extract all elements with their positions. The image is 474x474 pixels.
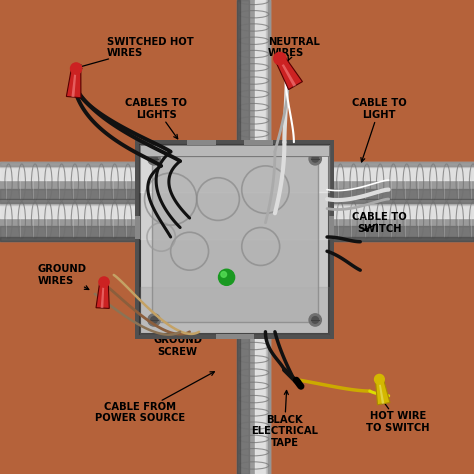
Circle shape	[221, 272, 227, 277]
Text: GROUND
WIRES: GROUND WIRES	[38, 264, 89, 290]
Text: SWITCHED HOT
WIRES: SWITCHED HOT WIRES	[77, 36, 193, 68]
Text: CABLE FROM
POWER SOURCE: CABLE FROM POWER SOURCE	[95, 372, 214, 423]
Circle shape	[312, 155, 319, 162]
Circle shape	[148, 153, 160, 165]
FancyBboxPatch shape	[140, 145, 329, 156]
Text: GROUND
SCREW: GROUND SCREW	[153, 295, 209, 357]
Polygon shape	[66, 68, 81, 98]
Text: CABLE TO
SWITCH: CABLE TO SWITCH	[352, 212, 407, 234]
Circle shape	[219, 269, 235, 285]
FancyBboxPatch shape	[140, 145, 329, 334]
Circle shape	[151, 317, 157, 323]
FancyBboxPatch shape	[135, 216, 140, 239]
Circle shape	[99, 277, 109, 287]
Circle shape	[309, 153, 321, 165]
Circle shape	[312, 317, 319, 323]
Circle shape	[71, 63, 82, 74]
Text: CABLES TO
LIGHTS: CABLES TO LIGHTS	[126, 98, 187, 139]
FancyBboxPatch shape	[187, 140, 216, 145]
Polygon shape	[72, 68, 77, 97]
FancyBboxPatch shape	[329, 216, 334, 239]
Text: NEUTRAL
WIRES: NEUTRAL WIRES	[268, 36, 319, 61]
Polygon shape	[275, 56, 302, 90]
Polygon shape	[100, 282, 104, 308]
Polygon shape	[375, 379, 390, 405]
Polygon shape	[378, 379, 384, 404]
Text: BLACK
ELECTRICAL
TAPE: BLACK ELECTRICAL TAPE	[251, 391, 318, 448]
FancyBboxPatch shape	[135, 140, 334, 339]
Circle shape	[374, 374, 384, 384]
Circle shape	[148, 314, 160, 326]
Circle shape	[309, 314, 321, 326]
Polygon shape	[96, 282, 109, 309]
FancyBboxPatch shape	[244, 140, 273, 145]
Polygon shape	[279, 58, 296, 87]
Text: CABLE TO
LIGHT: CABLE TO LIGHT	[352, 98, 407, 162]
Text: HOT WIRE
TO SWITCH: HOT WIRE TO SWITCH	[366, 399, 430, 433]
Circle shape	[274, 52, 286, 64]
FancyBboxPatch shape	[152, 156, 318, 322]
FancyBboxPatch shape	[216, 334, 254, 339]
Circle shape	[151, 155, 157, 162]
